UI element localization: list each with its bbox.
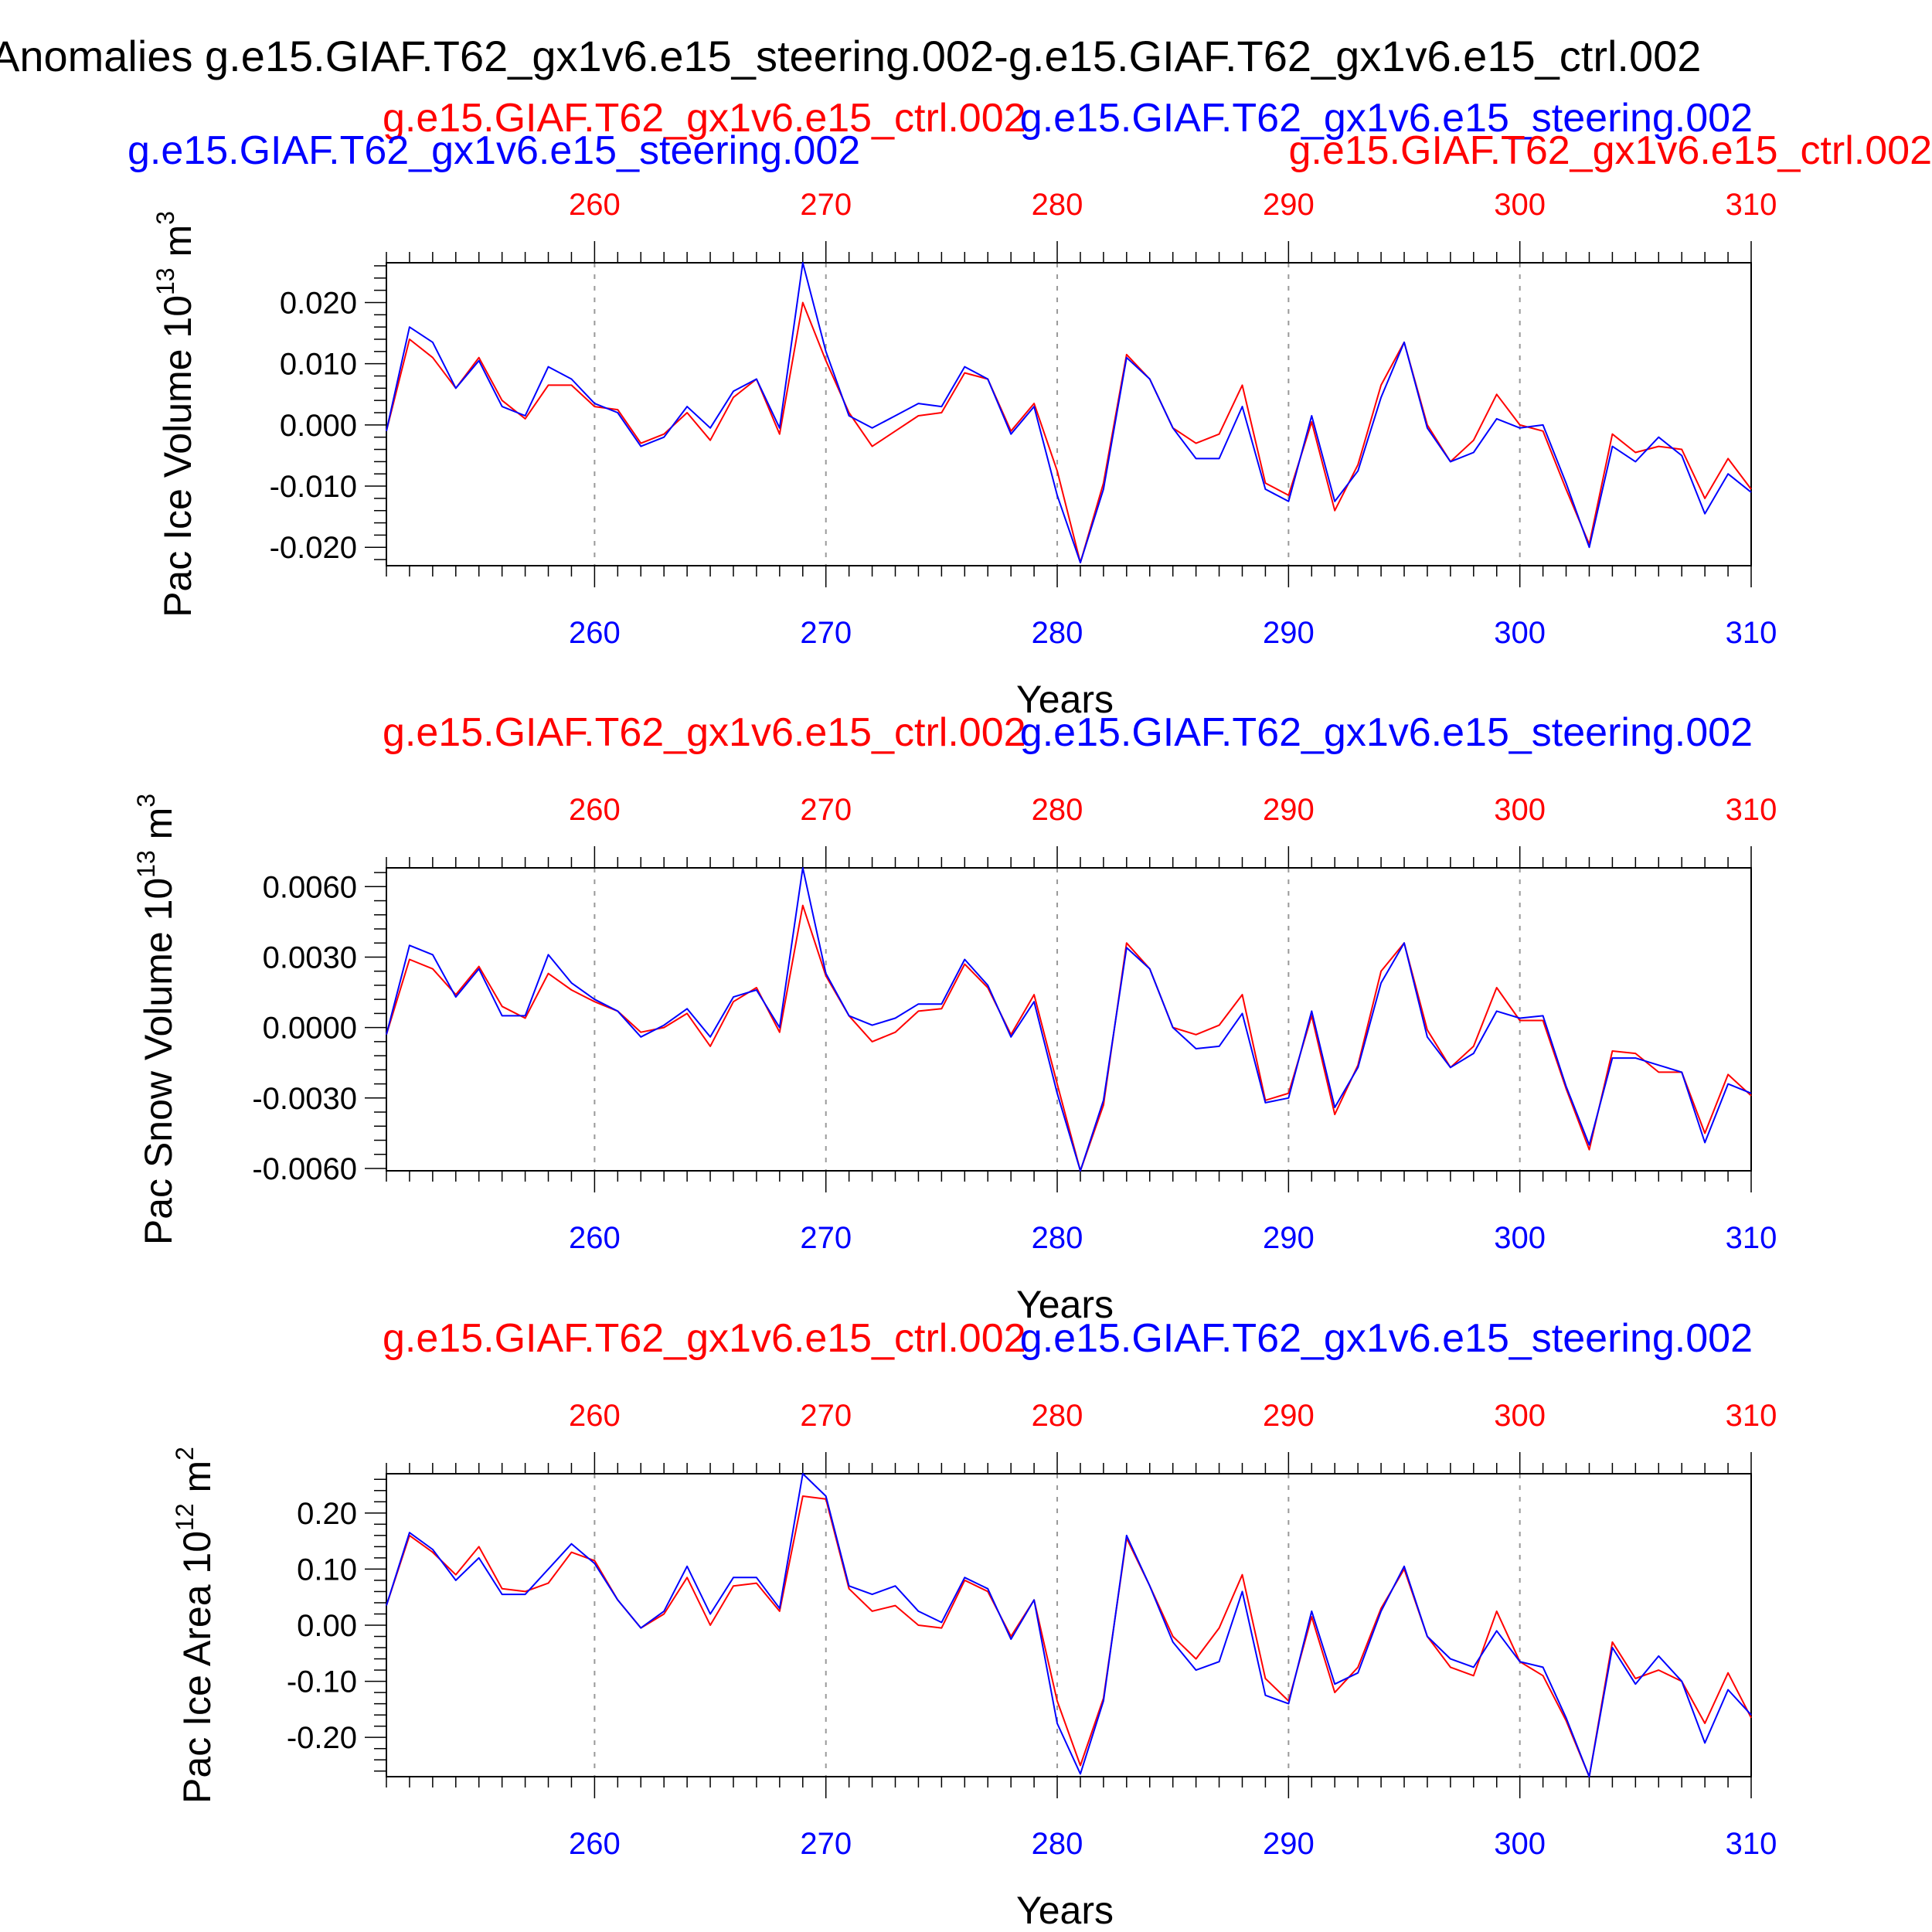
top-label-steering-left: g.e15.GIAF.T62_gx1v6.e15_steering.002 [128, 128, 860, 173]
x-tick-label-top: 290 [1263, 1399, 1315, 1433]
x-tick-label-bottom: 300 [1494, 1221, 1546, 1255]
plot-frame [386, 262, 1752, 566]
y-tick-label: 0.020 [280, 286, 357, 320]
top-label-ctrl: g.e15.GIAF.T62_gx1v6.e15_ctrl.002 [383, 1316, 1026, 1361]
x-tick-label-bottom: 280 [1032, 1221, 1083, 1255]
x-tick-label-bottom: 290 [1263, 1827, 1315, 1861]
plot-frame [386, 867, 1752, 1172]
x-tick-label-bottom: 280 [1032, 616, 1083, 650]
x-axis-title: Years [1016, 1283, 1114, 1326]
x-tick-label-bottom: 290 [1263, 616, 1315, 650]
panel-snow-volume: g.e15.GIAF.T62_gx1v6.e15_ctrl.002g.e15.G… [132, 710, 1777, 1326]
y-tick-label: 0.10 [297, 1553, 357, 1587]
top-label-ctrl: g.e15.GIAF.T62_gx1v6.e15_ctrl.002 [383, 710, 1026, 755]
top-label-steering: g.e15.GIAF.T62_gx1v6.e15_steering.002 [1020, 710, 1753, 755]
y-axis-title-exponent: 13 [132, 850, 160, 878]
x-tick-label-top: 260 [569, 1399, 621, 1433]
figure-title: Anomalies g.e15.GIAF.T62_gx1v6.e15_steer… [0, 32, 1701, 80]
y-tick-label: 0.0060 [263, 870, 357, 904]
x-tick-label-top: 280 [1032, 1399, 1083, 1433]
x-tick-label-bottom: 270 [800, 1827, 852, 1861]
top-label-ctrl: g.e15.GIAF.T62_gx1v6.e15_ctrl.002 [383, 96, 1026, 141]
y-tick-label: 0.20 [297, 1497, 357, 1531]
y-tick-label: 0.000 [280, 409, 357, 443]
y-axis-title-unit-exponent: 3 [132, 794, 160, 808]
x-tick-label-top: 300 [1494, 188, 1546, 222]
y-tick-label: -0.0060 [252, 1152, 357, 1186]
y-tick-label: 0.0030 [263, 940, 357, 975]
x-axis-title: Years [1016, 678, 1114, 721]
x-tick-label-top: 310 [1726, 793, 1777, 827]
y-axis-title-unit-exponent: 2 [171, 1447, 199, 1461]
series-line-ctrl [386, 301, 1752, 563]
y-axis-title-unit: m [156, 225, 199, 268]
x-tick-label-bottom: 300 [1494, 616, 1546, 650]
y-axis-title-exponent: 13 [151, 267, 179, 295]
y-tick-label: -0.20 [287, 1721, 357, 1755]
y-axis-title: Pac Snow Volume 1013 m3 [132, 794, 180, 1245]
x-tick-label-top: 270 [800, 188, 852, 222]
series-line-steering [386, 1473, 1752, 1777]
y-tick-label: 0.010 [280, 348, 357, 382]
x-tick-label-bottom: 260 [569, 616, 621, 650]
y-tick-label: -0.020 [270, 531, 357, 565]
y-axis-title-exponent: 12 [171, 1503, 199, 1531]
y-tick-label: -0.0030 [252, 1082, 357, 1116]
x-tick-label-top: 290 [1263, 188, 1315, 222]
x-tick-label-top: 260 [569, 188, 621, 222]
x-tick-label-bottom: 290 [1263, 1221, 1315, 1255]
x-tick-label-top: 280 [1032, 793, 1083, 827]
top-label-ctrl-right: g.e15.GIAF.T62_gx1v6.e15_ctrl.002 [1288, 128, 1932, 173]
x-tick-label-top: 270 [800, 793, 852, 827]
y-tick-label: -0.10 [287, 1665, 357, 1699]
x-tick-label-bottom: 270 [800, 616, 852, 650]
x-tick-label-bottom: 300 [1494, 1827, 1546, 1861]
x-tick-label-top: 300 [1494, 1399, 1546, 1433]
x-tick-label-top: 270 [800, 1399, 852, 1433]
x-tick-label-top: 310 [1726, 188, 1777, 222]
x-tick-label-bottom: 310 [1726, 1221, 1777, 1255]
y-tick-label: -0.010 [270, 470, 357, 504]
x-tick-label-bottom: 280 [1032, 1827, 1083, 1861]
x-tick-label-top: 290 [1263, 793, 1315, 827]
y-tick-label: 0.00 [297, 1609, 357, 1643]
x-tick-label-top: 260 [569, 793, 621, 827]
x-tick-label-bottom: 310 [1726, 616, 1777, 650]
y-axis-title-unit: m [175, 1461, 219, 1504]
x-tick-label-bottom: 260 [569, 1221, 621, 1255]
top-label-steering: g.e15.GIAF.T62_gx1v6.e15_steering.002 [1020, 1316, 1753, 1361]
series-line-steering [386, 867, 1752, 1172]
panel-ice-area: g.e15.GIAF.T62_gx1v6.e15_ctrl.002g.e15.G… [171, 1316, 1777, 1932]
y-axis-title-base: Pac Ice Volume 10 [156, 295, 199, 617]
series-line-steering [386, 262, 1752, 563]
top-label-steering: g.e15.GIAF.T62_gx1v6.e15_steering.002 [1020, 96, 1753, 141]
series-line-ctrl [386, 1495, 1752, 1777]
x-tick-label-bottom: 270 [800, 1221, 852, 1255]
x-tick-label-top: 280 [1032, 188, 1083, 222]
y-axis-title-unit: m [137, 808, 180, 851]
y-axis-title-base: Pac Ice Area 10 [175, 1531, 219, 1804]
y-axis-title: Pac Ice Volume 1013 m3 [151, 211, 199, 617]
y-tick-label: 0.0000 [263, 1012, 357, 1046]
x-tick-label-bottom: 310 [1726, 1827, 1777, 1861]
panel-ice-volume: g.e15.GIAF.T62_gx1v6.e15_ctrl.002g.e15.G… [128, 96, 1932, 721]
x-axis-title: Years [1016, 1889, 1114, 1932]
y-axis-title: Pac Ice Area 1012 m2 [171, 1447, 219, 1804]
x-tick-label-top: 300 [1494, 793, 1546, 827]
y-axis-title-unit-exponent: 3 [151, 211, 179, 225]
x-tick-label-top: 310 [1726, 1399, 1777, 1433]
y-axis-title-base: Pac Snow Volume 10 [137, 878, 180, 1245]
x-tick-label-bottom: 260 [569, 1827, 621, 1861]
